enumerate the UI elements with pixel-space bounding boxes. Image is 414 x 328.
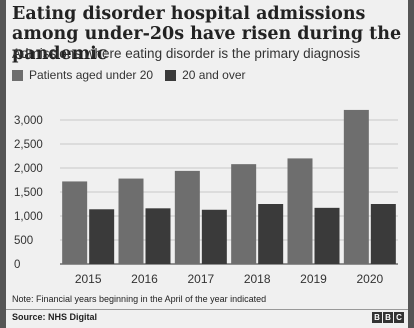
- bar-under-20: [343, 109, 369, 264]
- x-tick-label: 2015: [75, 272, 102, 286]
- bar-under-20: [174, 170, 200, 264]
- bbc-logo-block: C: [394, 312, 404, 323]
- bar-20-and-over: [89, 209, 115, 264]
- chart-note: Note: Financial years beginning in the A…: [12, 294, 267, 304]
- y-tick-label: 1,000: [14, 211, 43, 223]
- bar-20-and-over: [145, 208, 171, 264]
- legend-label-under-20: Patients aged under 20: [29, 68, 154, 82]
- source-text: Source: NHS Digital: [12, 312, 98, 322]
- x-tick-label: 2020: [356, 272, 383, 286]
- bar-under-20: [118, 178, 144, 264]
- x-tick-label: 2016: [131, 272, 158, 286]
- bar-20-and-over: [314, 207, 340, 264]
- legend-item-under-20: Patients aged under 20: [12, 68, 153, 82]
- legend: Patients aged under 20 20 and over: [12, 68, 258, 82]
- x-axis-labels: 2015 2016 2017 2018 2019 2020: [75, 272, 384, 286]
- bbc-logo: B B C: [371, 312, 404, 323]
- chart-subtitle: Admissions where eating disorder is the …: [12, 46, 361, 61]
- bbc-logo-block: B: [383, 312, 393, 323]
- bbc-logo-block: B: [372, 312, 382, 323]
- bar-under-20: [62, 181, 88, 264]
- y-tick-label: 2,500: [14, 139, 43, 151]
- gridlines: [60, 119, 398, 265]
- legend-swatch-under-20: [12, 69, 23, 81]
- y-tick-label: 2,000: [14, 163, 43, 175]
- y-tick-label: 1,500: [14, 187, 43, 199]
- bar-20-and-over: [370, 204, 396, 264]
- y-tick-label: 500: [14, 235, 33, 247]
- chart-title: Eating disorder hospital admissions amon…: [12, 4, 402, 64]
- bar-20-and-over: [201, 209, 227, 264]
- x-tick-label: 2017: [187, 272, 214, 286]
- x-tick-label: 2018: [244, 272, 271, 286]
- y-axis-labels: 0 500 1,000 1,500 2,000 2,500 3,000: [14, 115, 43, 271]
- x-tick-label: 2019: [300, 272, 327, 286]
- legend-swatch-20-and-over: [165, 69, 177, 81]
- bar-20-and-over: [258, 204, 284, 264]
- legend-item-20-and-over: 20 and over: [165, 68, 246, 82]
- source-bar: Source: NHS Digital B B C: [6, 309, 408, 325]
- bar-under-20: [231, 164, 257, 264]
- y-tick-label: 3,000: [14, 115, 43, 127]
- y-tick-label: 0: [14, 259, 20, 271]
- legend-label-20-and-over: 20 and over: [182, 68, 246, 82]
- bars: [62, 109, 396, 264]
- bar-under-20: [287, 158, 313, 264]
